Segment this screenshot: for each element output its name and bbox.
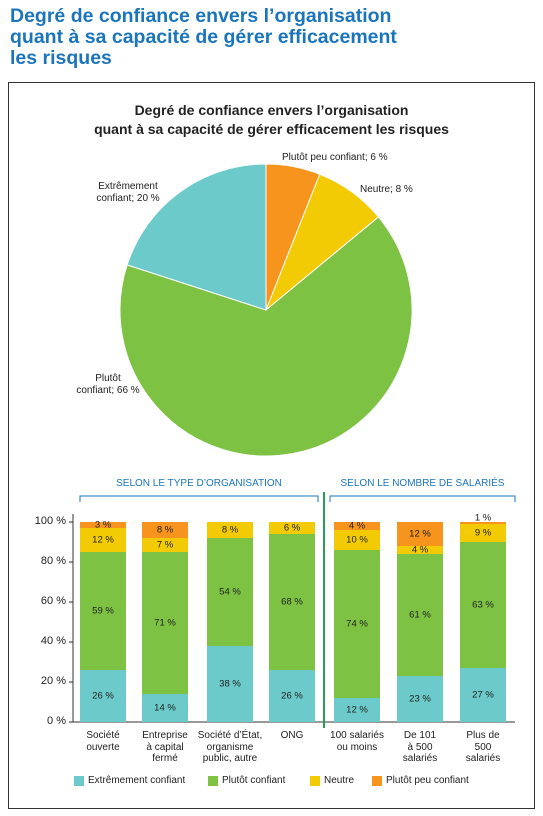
bar-segment bbox=[334, 550, 380, 698]
bar-segment bbox=[207, 522, 253, 538]
x-tick-label: 100 salariés ou moins bbox=[330, 730, 384, 753]
value-label: 63 % bbox=[472, 600, 494, 611]
bar-segment bbox=[460, 668, 506, 722]
y-tick-label: 60 % bbox=[40, 595, 66, 607]
value-label: 59 % bbox=[92, 606, 114, 617]
y-tick-label: 0 % bbox=[47, 715, 66, 727]
legend-swatch bbox=[74, 776, 84, 786]
legend-label: Extrêmement confiant bbox=[88, 775, 186, 786]
bar-segment bbox=[334, 530, 380, 550]
x-tick-label: De 101 à 500 salariés bbox=[402, 730, 438, 764]
group-bracket bbox=[329, 495, 516, 502]
value-label: 8 % bbox=[157, 525, 174, 536]
bar-segment bbox=[80, 522, 126, 528]
legend-label: Plutôt confiant bbox=[222, 775, 286, 786]
value-label: 12 % bbox=[409, 529, 431, 540]
value-label: 38 % bbox=[219, 679, 241, 690]
value-label: 12 % bbox=[92, 535, 114, 546]
value-label: 6 % bbox=[284, 523, 301, 534]
bar-segment bbox=[397, 522, 443, 546]
y-tick-label: 100 % bbox=[34, 515, 66, 527]
bar-segment bbox=[460, 524, 506, 542]
value-label: 74 % bbox=[346, 619, 368, 630]
page-title: Degré de confiance envers l’organisation… bbox=[10, 5, 397, 69]
legend-label: Neutre bbox=[324, 775, 355, 786]
group-label: SELON LE NOMBRE DE SALARIÉS bbox=[330, 478, 515, 489]
value-label: 4 % bbox=[412, 545, 429, 556]
y-tick-label: 20 % bbox=[40, 675, 66, 687]
legend-swatch bbox=[208, 776, 218, 786]
group-label: SELON LE TYPE D’ORGANISATION bbox=[80, 478, 318, 489]
bar-segment bbox=[142, 538, 188, 552]
bar-segment bbox=[142, 522, 188, 538]
value-label: 54 % bbox=[219, 587, 241, 598]
bar-segment bbox=[269, 534, 315, 670]
y-tick-label: 40 % bbox=[40, 635, 66, 647]
bar-segment bbox=[142, 694, 188, 722]
bar-segment bbox=[397, 676, 443, 722]
value-label: 14 % bbox=[154, 703, 176, 714]
group-bracket bbox=[79, 495, 319, 502]
x-tick-label: Plus de 500 salariés bbox=[465, 730, 501, 764]
bar-segment bbox=[460, 522, 506, 524]
value-label: 10 % bbox=[346, 535, 368, 546]
bar-segment bbox=[334, 698, 380, 722]
bar-segment bbox=[80, 552, 126, 670]
value-label: 26 % bbox=[92, 691, 114, 702]
pie-slice bbox=[119, 216, 413, 457]
value-label: 7 % bbox=[157, 540, 174, 551]
bar-segment bbox=[460, 542, 506, 668]
value-label: 1 % bbox=[475, 513, 492, 524]
y-tick-label: 80 % bbox=[40, 555, 66, 567]
pie-label: Neutre; 8 % bbox=[360, 184, 413, 195]
value-label: 4 % bbox=[349, 521, 366, 532]
frame bbox=[8, 82, 535, 809]
value-label: 23 % bbox=[409, 694, 431, 705]
value-label: 26 % bbox=[281, 691, 303, 702]
bar-segment bbox=[334, 522, 380, 530]
bar-segment bbox=[207, 538, 253, 646]
value-label: 61 % bbox=[409, 610, 431, 621]
x-tick-label: Société d’État, organisme public, autre bbox=[197, 730, 263, 764]
value-label: 68 % bbox=[281, 597, 303, 608]
bar-segment bbox=[80, 528, 126, 552]
bar-segment bbox=[397, 554, 443, 676]
bar-segment bbox=[269, 670, 315, 722]
bar-segment bbox=[269, 522, 315, 534]
pie-label: Plutôt peu confiant; 6 % bbox=[282, 152, 388, 163]
bar-segment bbox=[80, 670, 126, 722]
pie-title: Degré de confiance envers l’organisation… bbox=[94, 102, 449, 137]
x-tick-label: Entreprise à capital fermé bbox=[142, 730, 188, 764]
x-tick-label: Société ouverte bbox=[86, 730, 120, 753]
x-tick-label: ONG bbox=[280, 730, 304, 741]
pie-slice bbox=[126, 163, 267, 311]
value-label: 12 % bbox=[346, 705, 368, 716]
value-label: 8 % bbox=[222, 525, 239, 536]
value-label: 27 % bbox=[472, 690, 494, 701]
bar-segment bbox=[397, 546, 443, 554]
bar-segment bbox=[207, 646, 253, 722]
legend-swatch bbox=[372, 776, 382, 786]
pie-label: Plutôt confiant; 66 % bbox=[76, 373, 140, 396]
legend-swatch bbox=[310, 776, 320, 786]
pie-label: Extrêmement confiant; 20 % bbox=[96, 181, 160, 204]
bar-segment bbox=[142, 552, 188, 694]
value-label: 3 % bbox=[95, 520, 112, 531]
value-label: 9 % bbox=[475, 528, 492, 539]
value-label: 71 % bbox=[154, 618, 176, 629]
legend-label: Plutôt peu confiant bbox=[386, 775, 469, 786]
